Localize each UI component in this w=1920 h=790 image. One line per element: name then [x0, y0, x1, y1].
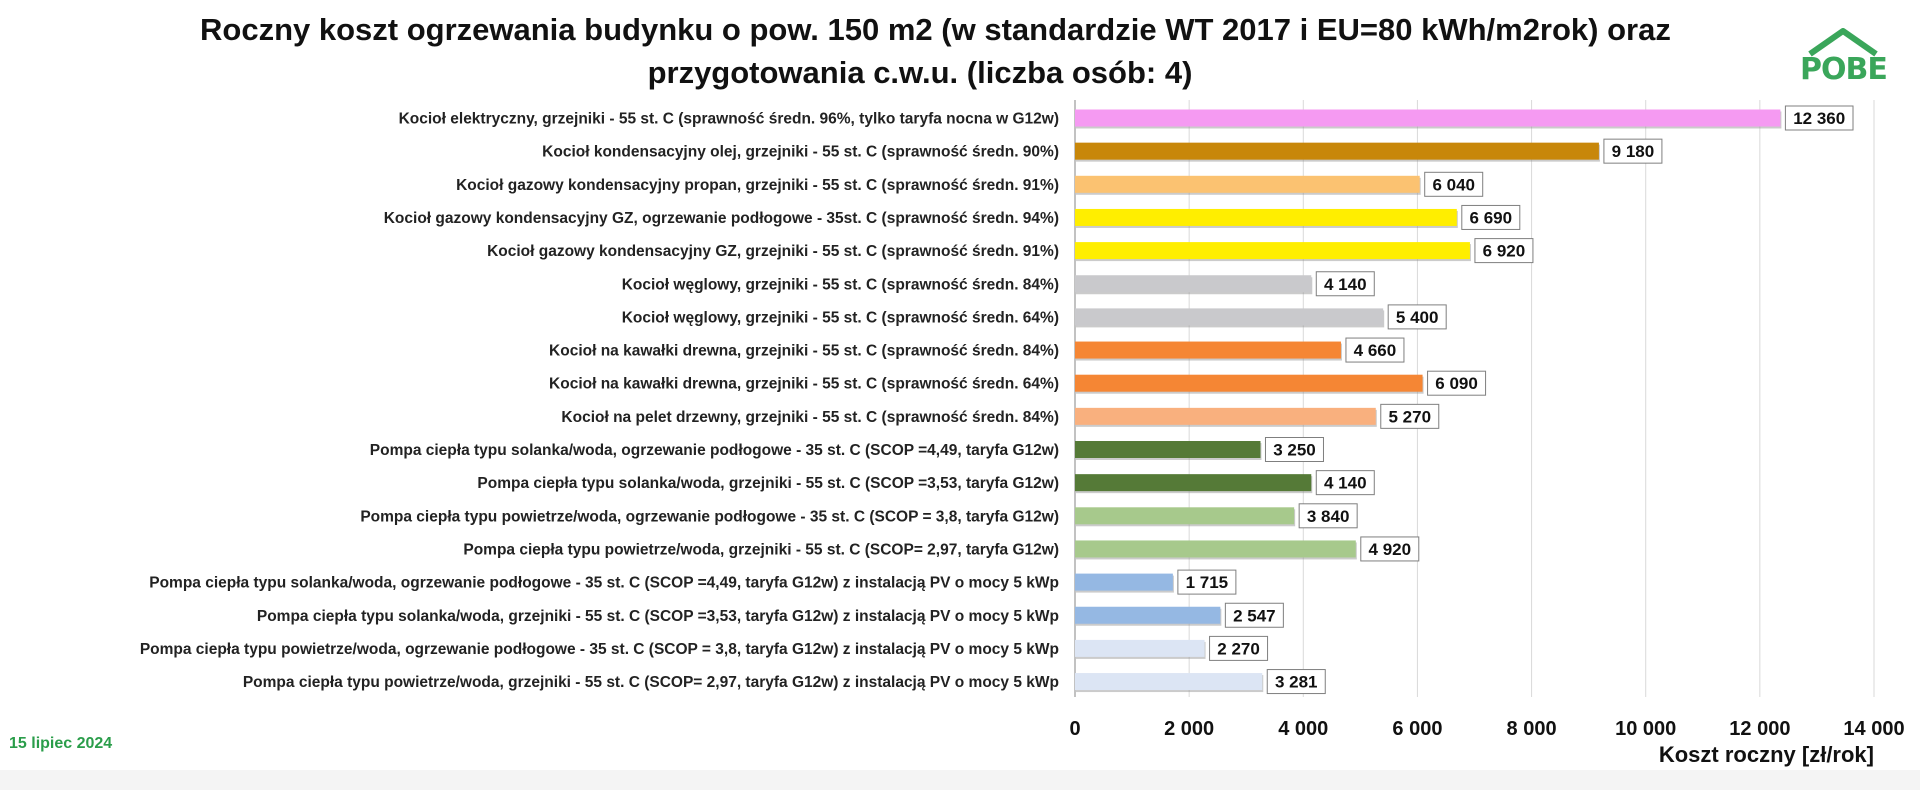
value-label-box — [1264, 437, 1324, 462]
value-label: 3 840 — [1307, 507, 1350, 526]
x-tick-label: 10 000 — [1615, 718, 1676, 740]
category-label: Kocioł kondensacyjny olej, grzejniki - 5… — [542, 144, 1059, 161]
x-tick-label: 8 000 — [1507, 718, 1557, 740]
x-tick-label: 4 000 — [1278, 718, 1328, 740]
house-roof-icon — [1808, 28, 1878, 57]
x-tick-label: 12 000 — [1729, 718, 1790, 740]
value-label-box — [1424, 171, 1484, 197]
category-label: Kocioł gazowy kondensacyjny GZ, ogrzewan… — [384, 210, 1059, 227]
value-label-box — [1474, 238, 1534, 264]
value-label-box — [1461, 204, 1521, 230]
value-label-box — [1315, 470, 1375, 496]
date-label: 15 lipiec 2024 — [9, 735, 113, 752]
category-label: Kocioł na kawałki drewna, grzejniki - 55… — [549, 343, 1059, 360]
bar — [1075, 109, 1781, 127]
value-label: 1 715 — [1186, 573, 1229, 592]
pobe-logo: POBE — [1800, 28, 1888, 88]
value-label: 4 140 — [1324, 275, 1367, 294]
category-label: Kocioł elektryczny, grzejniki - 55 st. C… — [399, 111, 1059, 128]
chart-title-line-2: przygotowania c.w.u. (liczba osób: 4) — [647, 55, 1193, 90]
category-label: Pompa ciepła typu powietrze/woda, grzejn… — [463, 541, 1059, 558]
value-label: 4 660 — [1354, 341, 1397, 360]
bar — [1075, 407, 1376, 425]
value-label: 5 270 — [1388, 407, 1431, 426]
value-label-box — [1427, 370, 1487, 396]
bar — [1075, 673, 1263, 691]
category-label: Pompa ciepła typu solanka/woda, grzejnik… — [257, 608, 1059, 625]
x-tick-label: 6 000 — [1392, 718, 1442, 740]
bar — [1075, 208, 1457, 226]
value-label: 9 180 — [1612, 142, 1655, 161]
category-label: Pompa ciepła typu powietrze/woda, ogrzew… — [360, 508, 1059, 525]
value-label: 3 281 — [1275, 673, 1318, 692]
value-label: 6 040 — [1432, 175, 1475, 194]
x-axis-title: Koszt roczny [zł/rok] — [1659, 742, 1874, 767]
category-label: Kocioł gazowy kondensacyjny propan, grze… — [456, 177, 1059, 194]
category-label: Kocioł na pelet drzewny, grzejniki - 55 … — [561, 409, 1059, 426]
x-tick-label: 14 000 — [1843, 718, 1904, 740]
footer-strip — [0, 770, 1920, 790]
value-label-box — [1345, 337, 1405, 363]
bar — [1075, 242, 1470, 260]
value-label-box — [1266, 669, 1326, 695]
value-label: 2 547 — [1233, 606, 1276, 625]
bar — [1075, 606, 1221, 624]
bar — [1075, 308, 1384, 326]
value-label-box — [1603, 138, 1663, 164]
bar — [1075, 142, 1599, 160]
bar — [1075, 507, 1295, 525]
category-label: Kocioł gazowy kondensacyjny GZ, grzejnik… — [487, 243, 1059, 260]
category-label: Pompa ciepła typu powietrze/woda, ogrzew… — [140, 641, 1059, 658]
category-label: Pompa ciepła typu solanka/woda, ogrzewan… — [370, 442, 1059, 459]
category-label: Kocioł węglowy, grzejniki - 55 st. C (sp… — [622, 276, 1059, 293]
x-tick-label: 0 — [1069, 718, 1080, 740]
bar — [1075, 573, 1173, 591]
value-label: 6 090 — [1435, 374, 1478, 393]
value-label-box — [1209, 635, 1269, 661]
category-label: Pompa ciepła typu powietrze/woda, grzejn… — [243, 674, 1059, 691]
category-label: Pompa ciepła typu solanka/woda, ogrzewan… — [149, 575, 1059, 592]
logo-text: POBE — [1800, 52, 1888, 87]
value-label: 4 920 — [1369, 540, 1412, 559]
category-label: Kocioł węglowy, grzejniki - 55 st. C (sp… — [622, 309, 1059, 326]
value-label: 12 360 — [1793, 109, 1845, 128]
value-label-box — [1298, 503, 1358, 529]
chart-title: Roczny koszt ogrzewania budynku o pow. 1… — [200, 8, 1671, 94]
bar — [1075, 540, 1356, 558]
value-label: 2 270 — [1217, 639, 1260, 658]
bar — [1075, 474, 1312, 492]
bar — [1075, 275, 1312, 293]
value-label: 5 400 — [1396, 308, 1439, 327]
category-label: Kocioł na kawałki drewna, grzejniki - 55… — [549, 376, 1059, 393]
value-label-box — [1784, 105, 1854, 131]
value-label: 6 690 — [1470, 208, 1513, 227]
chart-title-line-1: Roczny koszt ogrzewania budynku o pow. 1… — [200, 12, 1671, 47]
bar — [1075, 639, 1205, 657]
value-label: 6 920 — [1483, 242, 1526, 261]
value-label-box — [1224, 602, 1284, 628]
value-label: 4 140 — [1324, 474, 1367, 493]
value-label-box — [1387, 304, 1447, 330]
value-label: 3 250 — [1273, 441, 1316, 460]
bar — [1075, 175, 1420, 193]
value-label-box — [1380, 403, 1440, 429]
bar — [1075, 441, 1261, 458]
category-label: Pompa ciepła typu solanka/woda, grzejnik… — [477, 475, 1059, 492]
value-label-box — [1177, 569, 1237, 595]
value-label-box — [1315, 271, 1375, 297]
x-tick-label: 2 000 — [1164, 718, 1214, 740]
bar — [1075, 374, 1423, 392]
bar — [1075, 341, 1341, 359]
value-label-box — [1360, 536, 1420, 562]
